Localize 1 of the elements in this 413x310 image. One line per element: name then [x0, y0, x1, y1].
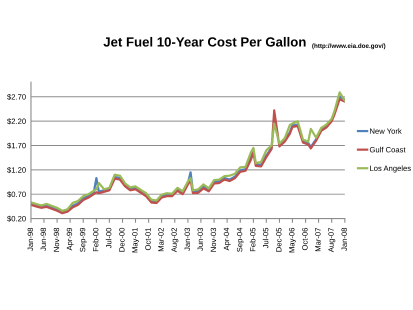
chart-title: Jet Fuel 10-Year Cost Per Gallon: [103, 36, 306, 47]
